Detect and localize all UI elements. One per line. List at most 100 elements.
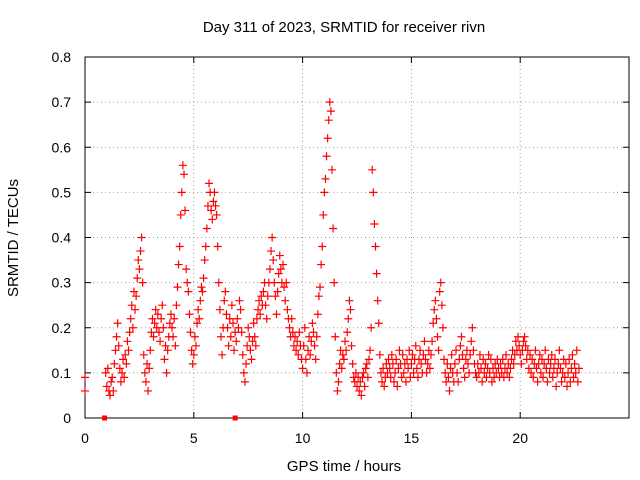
data-point: [498, 355, 507, 364]
data-point: [102, 382, 111, 391]
data-point: [188, 359, 197, 368]
data-point: [125, 328, 134, 337]
data-point: [342, 346, 351, 355]
data-point: [208, 215, 217, 224]
data-point: [199, 274, 208, 283]
data-point: [413, 373, 422, 382]
data-point: [346, 305, 355, 314]
data-point: [205, 179, 214, 188]
data-point: [568, 350, 577, 359]
data-point: [270, 278, 279, 287]
data-point: [529, 373, 538, 382]
data-point: [369, 188, 378, 197]
data-point: [330, 278, 339, 287]
data-point: [570, 359, 579, 368]
data-point: [255, 296, 264, 305]
data-point: [177, 188, 186, 197]
data-point: [542, 364, 551, 373]
data-point: [567, 364, 576, 373]
data-point: [521, 341, 530, 350]
data-point: [505, 373, 514, 382]
data-point: [571, 368, 580, 377]
data-point: [338, 350, 347, 359]
data-point: [290, 332, 299, 341]
data-point: [394, 364, 403, 373]
data-point: [212, 210, 221, 219]
data-point: [450, 359, 459, 368]
data-point: [271, 292, 280, 301]
data-point: [532, 364, 541, 373]
data-point: [348, 359, 357, 368]
data-point: [421, 355, 430, 364]
data-point: [386, 373, 395, 382]
data-point: [145, 364, 154, 373]
data-point: [442, 377, 451, 386]
data-point: [238, 350, 247, 359]
data-point: [478, 377, 487, 386]
data-point: [122, 359, 131, 368]
data-point: [420, 337, 429, 346]
data-point: [436, 278, 445, 287]
data-point: [203, 201, 212, 210]
data-point: [301, 355, 310, 364]
data-point: [337, 364, 346, 373]
data-point: [391, 368, 400, 377]
data-point: [119, 355, 128, 364]
data-point: [154, 328, 163, 337]
data-point: [153, 310, 162, 319]
data-point: [261, 301, 270, 310]
data-point: [355, 386, 364, 395]
data-point: [305, 332, 314, 341]
data-point: [345, 296, 354, 305]
data-point: [569, 373, 578, 382]
y-tick-label: 0: [63, 410, 71, 426]
data-point: [321, 174, 330, 183]
data-point: [226, 332, 235, 341]
data-point: [343, 328, 352, 337]
data-point: [162, 368, 171, 377]
data-point: [318, 242, 327, 251]
data-point: [230, 346, 239, 355]
data-point: [405, 346, 414, 355]
data-point: [320, 188, 329, 197]
data-point: [458, 350, 467, 359]
data-point: [161, 341, 170, 350]
data-point: [150, 319, 159, 328]
data-point: [359, 368, 368, 377]
data-point: [281, 296, 290, 305]
data-point: [169, 332, 178, 341]
data-point: [444, 373, 453, 382]
data-point: [425, 364, 434, 373]
data-point: [329, 224, 338, 233]
x-tick-label: 15: [404, 430, 420, 446]
data-point: [434, 346, 443, 355]
data-point: [127, 301, 136, 310]
data-point: [554, 359, 563, 368]
data-point: [196, 296, 205, 305]
data-point: [502, 350, 511, 359]
data-point: [121, 350, 130, 359]
data-point: [159, 323, 168, 332]
data-point: [363, 373, 372, 382]
data-point: [300, 323, 309, 332]
data-point: [138, 278, 147, 287]
data-points: [81, 98, 583, 421]
data-point: [370, 219, 379, 228]
data-point: [339, 355, 348, 364]
data-point: [233, 314, 242, 323]
data-point: [524, 364, 533, 373]
data-point: [344, 314, 353, 323]
data-point: [189, 350, 198, 359]
data-point: [487, 377, 496, 386]
data-point: [433, 332, 442, 341]
data-point: [299, 341, 308, 350]
data-point: [479, 355, 488, 364]
data-point: [134, 256, 143, 265]
data-point: [357, 391, 366, 400]
data-point: [294, 350, 303, 359]
data-point: [548, 373, 557, 382]
data-point: [556, 364, 565, 373]
data-point: [180, 170, 189, 179]
data-point: [135, 265, 144, 274]
data-point: [237, 328, 246, 337]
